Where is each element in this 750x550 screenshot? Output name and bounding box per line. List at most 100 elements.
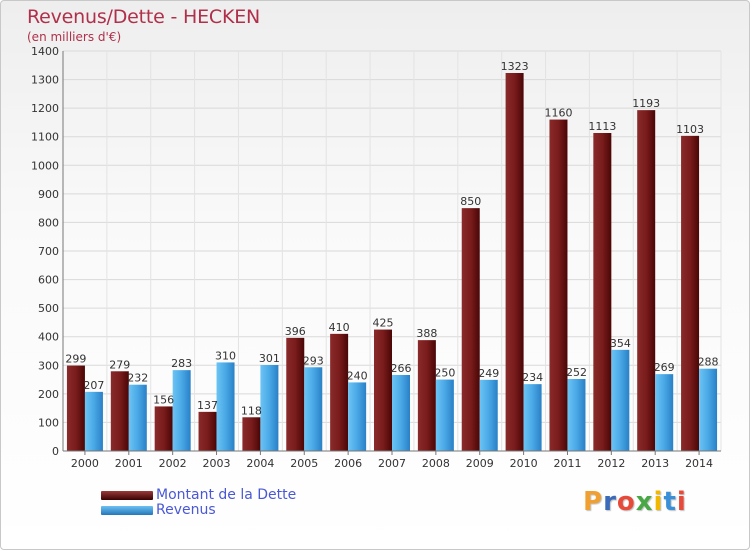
bar-revenus xyxy=(304,367,323,451)
bar-dette xyxy=(505,73,524,451)
logo-letter: i xyxy=(676,487,687,517)
y-tick-label: 800 xyxy=(38,216,59,229)
data-label-revenus: 234 xyxy=(522,371,543,384)
bar-dette xyxy=(417,340,436,451)
x-tick-label: 2000 xyxy=(71,457,99,470)
x-tick-label: 2002 xyxy=(159,457,187,470)
x-tick-label: 2008 xyxy=(422,457,450,470)
x-tick-label: 2007 xyxy=(378,457,406,470)
data-label-dette: 137 xyxy=(197,399,218,412)
bar-revenus xyxy=(260,365,279,451)
bar-revenus xyxy=(699,368,718,451)
y-tick-label: 900 xyxy=(38,188,59,201)
x-tick-label: 2011 xyxy=(553,457,581,470)
bar-dette xyxy=(198,411,217,451)
data-label-dette: 396 xyxy=(285,325,306,338)
data-label-dette: 1103 xyxy=(676,123,704,136)
data-label-dette: 299 xyxy=(65,353,86,366)
y-tick-label: 600 xyxy=(38,274,59,287)
y-tick-label: 1200 xyxy=(31,102,59,115)
y-tick-label: 0 xyxy=(52,445,59,458)
y-tick-label: 1400 xyxy=(31,45,59,58)
bar-revenus xyxy=(435,379,454,451)
data-label-dette: 1193 xyxy=(632,97,660,110)
x-tick-label: 2003 xyxy=(203,457,231,470)
x-tick-label: 2013 xyxy=(641,457,669,470)
x-tick-label: 2004 xyxy=(246,457,274,470)
x-tick-label: 2010 xyxy=(510,457,538,470)
bar-dette xyxy=(242,417,261,451)
data-label-dette: 425 xyxy=(373,317,394,330)
bar-dette xyxy=(154,406,173,451)
data-label-revenus: 252 xyxy=(566,366,587,379)
data-label-dette: 1160 xyxy=(544,107,572,120)
x-tick-label: 2014 xyxy=(685,457,713,470)
bar-revenus xyxy=(216,362,235,451)
legend-label-revenus: Revenus xyxy=(156,502,216,518)
bar-revenus xyxy=(479,379,498,451)
data-label-revenus: 301 xyxy=(259,352,280,365)
data-label-revenus: 288 xyxy=(698,356,719,369)
data-label-revenus: 269 xyxy=(654,361,675,374)
logo-letter: o xyxy=(616,487,636,517)
data-label-dette: 118 xyxy=(241,404,262,417)
legend-swatch-dette xyxy=(101,491,153,500)
logo-letter: t xyxy=(663,487,677,517)
bar-revenus xyxy=(128,384,147,451)
bar-revenus xyxy=(392,375,410,451)
y-tick-label: 1000 xyxy=(31,159,59,172)
y-tick-label: 1100 xyxy=(31,131,59,144)
bar-revenus xyxy=(172,370,191,451)
x-tick-label: 2009 xyxy=(466,457,494,470)
data-label-revenus: 240 xyxy=(347,369,368,382)
data-label-revenus: 293 xyxy=(303,354,324,367)
data-label-revenus: 266 xyxy=(391,362,412,375)
bar-dette xyxy=(637,110,656,452)
y-tick-label: 300 xyxy=(38,359,59,372)
bar-dette xyxy=(681,135,700,451)
data-label-dette: 388 xyxy=(416,327,437,340)
chart-title: Revenus/Dette - HECKEN xyxy=(27,6,261,28)
bar-dette xyxy=(330,333,349,451)
data-label-revenus: 310 xyxy=(215,349,236,362)
x-tick-label: 2001 xyxy=(115,457,143,470)
logo-letter: x xyxy=(635,487,654,517)
data-label-dette: 410 xyxy=(329,321,350,334)
y-tick-label: 200 xyxy=(38,388,59,401)
bar-dette xyxy=(286,337,305,451)
legend-label-dette: Montant de la Dette xyxy=(156,487,297,503)
data-label-revenus: 207 xyxy=(83,379,104,392)
bar-revenus xyxy=(84,391,103,451)
chart-subtitle: (en milliers d'€) xyxy=(27,30,122,44)
bar-dette xyxy=(374,329,392,451)
legend-swatch-revenus xyxy=(101,506,153,515)
bar-dette xyxy=(461,208,480,451)
bar-revenus xyxy=(348,382,367,451)
bar-revenus xyxy=(567,379,586,451)
data-label-dette: 156 xyxy=(153,393,174,406)
x-tick-label: 2005 xyxy=(290,457,318,470)
y-tick-label: 100 xyxy=(38,416,59,429)
data-label-revenus: 354 xyxy=(610,337,631,350)
bar-dette xyxy=(66,365,85,451)
data-label-dette: 1323 xyxy=(501,60,529,73)
bar-dette xyxy=(110,371,129,451)
logo-letter: i xyxy=(653,487,664,517)
bar-revenus xyxy=(655,374,674,451)
proxiti-logo: Proxiti xyxy=(583,487,687,517)
y-tick-label: 700 xyxy=(38,245,59,258)
y-tick-label: 400 xyxy=(38,331,59,344)
y-tick-label: 500 xyxy=(38,302,59,315)
data-label-dette: 1113 xyxy=(588,120,616,133)
bar-dette xyxy=(593,133,612,451)
y-tick-label: 1300 xyxy=(31,74,59,87)
data-label-revenus: 232 xyxy=(127,372,148,385)
x-tick-label: 2012 xyxy=(597,457,625,470)
data-label-revenus: 249 xyxy=(478,367,499,380)
bar-revenus xyxy=(611,349,630,451)
data-label-revenus: 283 xyxy=(171,357,192,370)
data-label-dette: 279 xyxy=(109,358,130,371)
logo-letter: P xyxy=(583,487,604,517)
